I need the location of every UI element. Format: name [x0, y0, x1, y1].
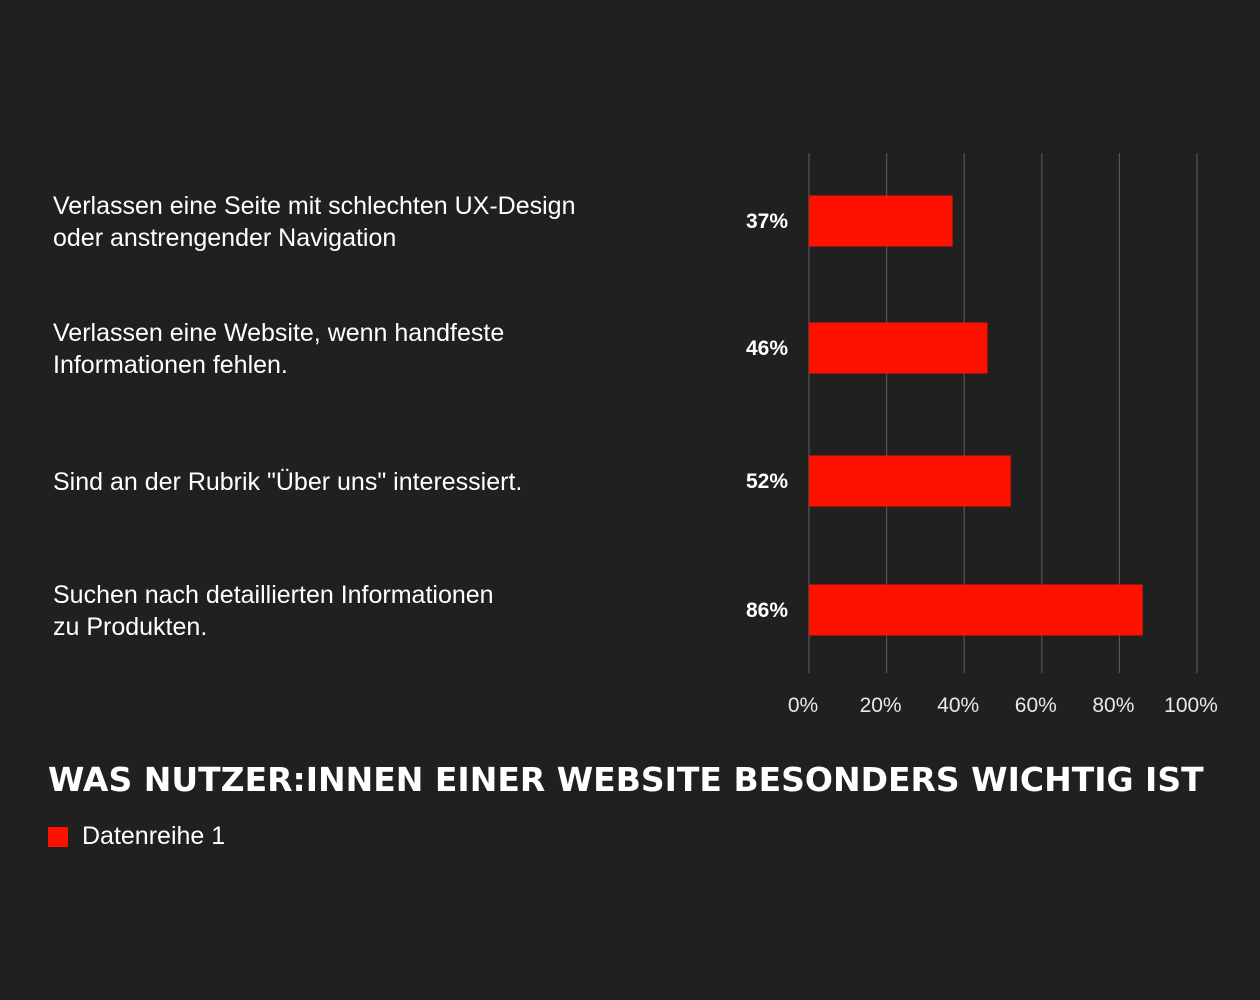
category-label: zu Produkten.: [53, 613, 207, 641]
x-tick-label: 80%: [1092, 694, 1134, 717]
bar-value-label: 86%: [746, 599, 788, 622]
bar: [809, 322, 988, 374]
x-tick-label: 0%: [788, 694, 818, 717]
bar: [809, 584, 1143, 636]
x-tick-label: 100%: [1164, 694, 1218, 717]
legend-label: Datenreihe 1: [82, 822, 226, 850]
category-label: Suchen nach detaillierten Informationen: [53, 581, 494, 609]
category-label: oder anstrengender Navigation: [53, 224, 396, 252]
category-label: Verlassen eine Seite mit schlechten UX-D…: [53, 192, 576, 220]
category-label: Informationen fehlen.: [53, 351, 288, 379]
chart-title: WAS NUTZER:INNEN EINER WEBSITE BESONDERS…: [48, 760, 1204, 799]
x-tick-label: 20%: [860, 694, 902, 717]
bar-value-label: 46%: [746, 337, 788, 360]
x-tick-label: 60%: [1015, 694, 1057, 717]
bar-value-label: 37%: [746, 210, 788, 233]
bar: [809, 455, 1011, 507]
legend: Datenreihe 1: [48, 822, 225, 851]
x-tick-label: 40%: [937, 694, 979, 717]
bar: [809, 195, 953, 247]
category-label: Sind an der Rubrik "Über uns" interessie…: [53, 468, 522, 496]
category-label: Verlassen eine Website, wenn handfeste: [53, 319, 504, 347]
bar-chart: 0% 20% 40% 60% 80% 100% 37% Verlassen eine Seit…: [53, 153, 1218, 717]
bar-value-label: 52%: [746, 470, 788, 493]
legend-swatch: [48, 826, 68, 847]
